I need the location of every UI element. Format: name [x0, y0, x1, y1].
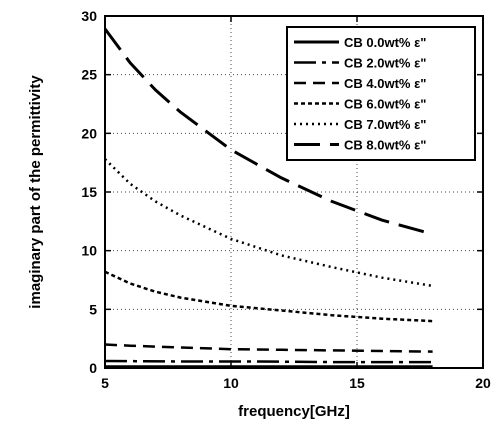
- y-tick-label: 15: [81, 184, 97, 200]
- y-tick-label: 30: [81, 8, 97, 24]
- y-tick-label: 25: [81, 67, 97, 83]
- legend-box: [286, 26, 476, 161]
- y-tick-label: 20: [81, 125, 97, 141]
- x-tick-label: 20: [475, 375, 491, 391]
- x-axis-title: frequency[GHz]: [238, 403, 350, 420]
- y-axis-title: imaginary part of the permittivity: [27, 75, 44, 309]
- legend-label: CB 0.0wt% ε": [344, 35, 426, 50]
- y-tick-label: 0: [89, 360, 97, 376]
- series-line-3: [104, 343, 433, 353]
- x-tick-label: 5: [101, 375, 109, 391]
- series-layer: [103, 28, 434, 369]
- legend-label: CB 8.0wt% ε": [344, 138, 426, 153]
- series-line-4: [104, 270, 433, 323]
- x-tick-label: 15: [349, 375, 365, 391]
- series-line-6: [103, 28, 434, 236]
- legend: CB 0.0wt% ε" CB 2.0wt% ε" CB 4.0wt% ε" CB 6…: [286, 26, 476, 161]
- legend-label: CB 2.0wt% ε": [344, 56, 426, 71]
- legend-label: CB 7.0wt% ε": [344, 117, 426, 132]
- legend-label: CB 6.0wt% ε": [344, 97, 426, 112]
- series-line-2: [104, 359, 433, 364]
- y-tick-label: 5: [89, 301, 97, 317]
- series-line-5: [104, 158, 433, 288]
- legend-label: CB 4.0wt% ε": [344, 76, 426, 91]
- x-tick-label: 10: [223, 375, 239, 391]
- y-tick-label: 10: [81, 243, 97, 259]
